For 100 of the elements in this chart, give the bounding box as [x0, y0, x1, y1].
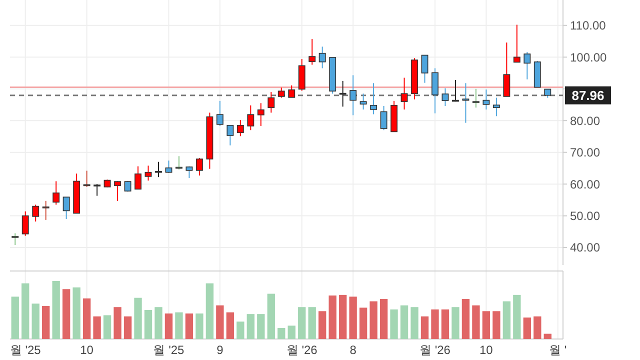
candlestick — [380, 106, 388, 131]
bar — [502, 301, 511, 339]
candlestick — [12, 232, 19, 246]
bar — [513, 294, 521, 339]
bar — [82, 298, 91, 339]
x-tick-label: 10 — [480, 343, 494, 357]
bar — [144, 310, 152, 339]
candlestick — [114, 180, 121, 202]
bar — [431, 309, 439, 339]
bar — [93, 316, 101, 339]
y-tick-label: 110.00 — [570, 18, 606, 33]
candlestick — [165, 160, 172, 174]
bar — [410, 307, 418, 339]
candlestick — [432, 68, 438, 114]
bar — [185, 313, 194, 339]
y-tick-label: 50.00 — [570, 209, 600, 224]
bar — [298, 307, 306, 339]
bar — [328, 296, 336, 339]
candlestick — [226, 124, 234, 146]
x-tick-label: 월 ' — [549, 343, 567, 357]
bar — [288, 326, 296, 339]
candlestick — [318, 46, 326, 69]
y-tick-label: 80.00 — [570, 114, 600, 128]
candlestick — [503, 42, 510, 97]
bar — [164, 313, 173, 339]
candlestick — [42, 200, 50, 220]
bar — [338, 294, 347, 339]
x-tick-label: 월 '26 — [420, 343, 451, 357]
candlestick — [492, 97, 500, 117]
ref-line-label: 87.96 — [572, 88, 604, 103]
candlestick — [134, 166, 142, 190]
candlestick — [62, 196, 70, 220]
candlestick — [298, 58, 306, 92]
x-tick-label: 월 '26 — [286, 343, 318, 357]
candlestick — [52, 180, 60, 206]
bar — [370, 301, 378, 339]
candlestick — [472, 88, 480, 108]
candlestick — [94, 184, 101, 196]
bar — [308, 307, 316, 339]
candlestick — [421, 54, 428, 84]
bar — [22, 283, 30, 339]
x-tick-label: 10 — [80, 343, 94, 357]
x-tick-label: 월 '25 — [153, 343, 185, 357]
candlestick — [462, 82, 470, 124]
bar — [441, 309, 450, 339]
y-tick-label: 70.00 — [570, 146, 600, 160]
bar — [196, 313, 204, 339]
x-tick-label: 9 — [216, 343, 224, 357]
bar — [278, 328, 286, 339]
bar — [62, 289, 70, 339]
bar — [359, 308, 368, 339]
candlestick — [196, 158, 203, 176]
bar — [134, 298, 142, 339]
candlestick — [236, 119, 244, 137]
candlestick — [482, 88, 490, 110]
bar — [390, 309, 398, 339]
bar — [226, 312, 234, 339]
candlestick — [144, 165, 152, 182]
candlestick — [288, 84, 296, 98]
bar — [534, 316, 542, 339]
bar — [257, 314, 265, 339]
bar — [420, 316, 429, 339]
bar — [400, 305, 408, 339]
candlestick — [308, 38, 316, 66]
bar — [103, 315, 112, 339]
bar — [52, 281, 60, 339]
bar — [380, 298, 388, 339]
candlestick — [442, 88, 449, 106]
bar — [544, 334, 552, 339]
bar — [482, 311, 490, 339]
bar — [523, 318, 531, 339]
candlestick — [216, 100, 224, 126]
bar — [175, 312, 183, 339]
bar — [267, 294, 275, 339]
y-tick-label: 40.00 — [570, 240, 600, 255]
bar — [236, 322, 244, 339]
bar — [124, 316, 132, 339]
bar — [72, 287, 80, 339]
bar — [318, 311, 326, 339]
bar — [114, 307, 122, 339]
y-tick-label: 100.00 — [570, 50, 608, 64]
candlestick — [513, 24, 520, 63]
candlestick — [400, 77, 408, 110]
bar — [206, 283, 214, 339]
candlestick — [360, 93, 367, 110]
bar — [11, 296, 19, 339]
bar — [472, 305, 480, 339]
candlestick — [247, 104, 254, 131]
candlestick — [22, 210, 29, 236]
candlestick — [32, 204, 40, 222]
bar — [462, 298, 470, 339]
candlestick — [268, 92, 275, 114]
bar — [42, 306, 50, 339]
bar — [32, 304, 40, 339]
bar — [349, 296, 357, 339]
y-tick-label: 60.00 — [570, 177, 600, 192]
x-tick-label: 월 '25 — [10, 343, 42, 357]
x-tick-label: 8 — [350, 343, 357, 357]
bar — [452, 307, 460, 339]
candlestick — [350, 74, 357, 116]
